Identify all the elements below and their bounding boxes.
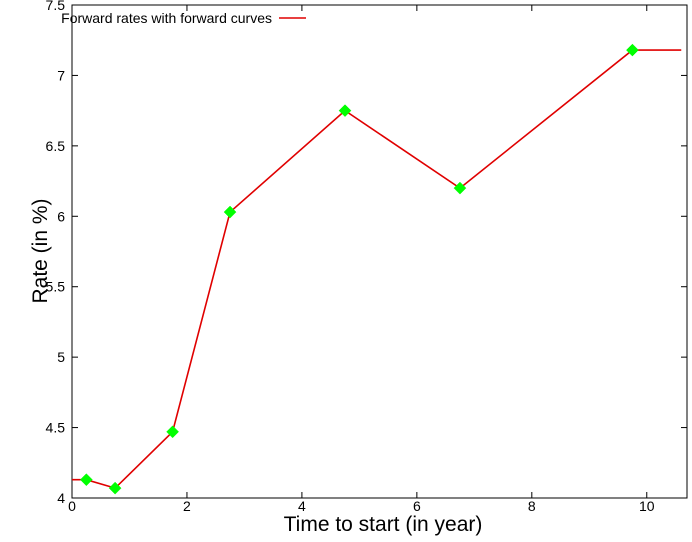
plot-area-frame: [71, 4, 688, 499]
data-point-marker: [80, 473, 93, 487]
y-tick-label: 5.5: [46, 279, 66, 295]
y-tick-label: 4.5: [46, 420, 66, 436]
x-axis-ticks: 0 2 4 6 8 10: [68, 5, 655, 514]
series-line: [72, 49, 682, 490]
legend: Forward rates with forward curves: [61, 10, 306, 26]
data-point-marker: [626, 43, 639, 57]
x-tick-label: 4: [298, 498, 306, 514]
y-tick-label: 4: [57, 490, 65, 506]
data-point-marker: [453, 181, 467, 195]
x-axis-title: Time to start (in year): [284, 513, 483, 536]
x-tick-label: 6: [413, 498, 421, 514]
series-layer: [72, 43, 682, 495]
y-tick-label: 7.5: [46, 0, 66, 13]
x-tick-label: 8: [528, 498, 536, 514]
legend-label: Forward rates with forward curves: [61, 10, 272, 26]
y-tick-label: 5: [57, 349, 65, 365]
data-point-marker: [166, 425, 179, 439]
y-tick-label: 6.5: [46, 138, 66, 154]
x-tick-label: 2: [183, 498, 191, 514]
data-point-marker: [108, 481, 122, 495]
x-tick-label: 0: [68, 498, 76, 514]
data-point-marker: [338, 104, 352, 117]
y-tick-label: 6: [57, 208, 65, 224]
data-point-marker: [223, 205, 237, 219]
y-axis-title: Rate (in %): [29, 198, 52, 303]
y-tick-label: 7: [57, 67, 65, 83]
y-axis-ticks: 4 4.5 5 5.5 6 6.5 7 7.5: [46, 0, 687, 506]
x-tick-label: 10: [639, 498, 655, 514]
